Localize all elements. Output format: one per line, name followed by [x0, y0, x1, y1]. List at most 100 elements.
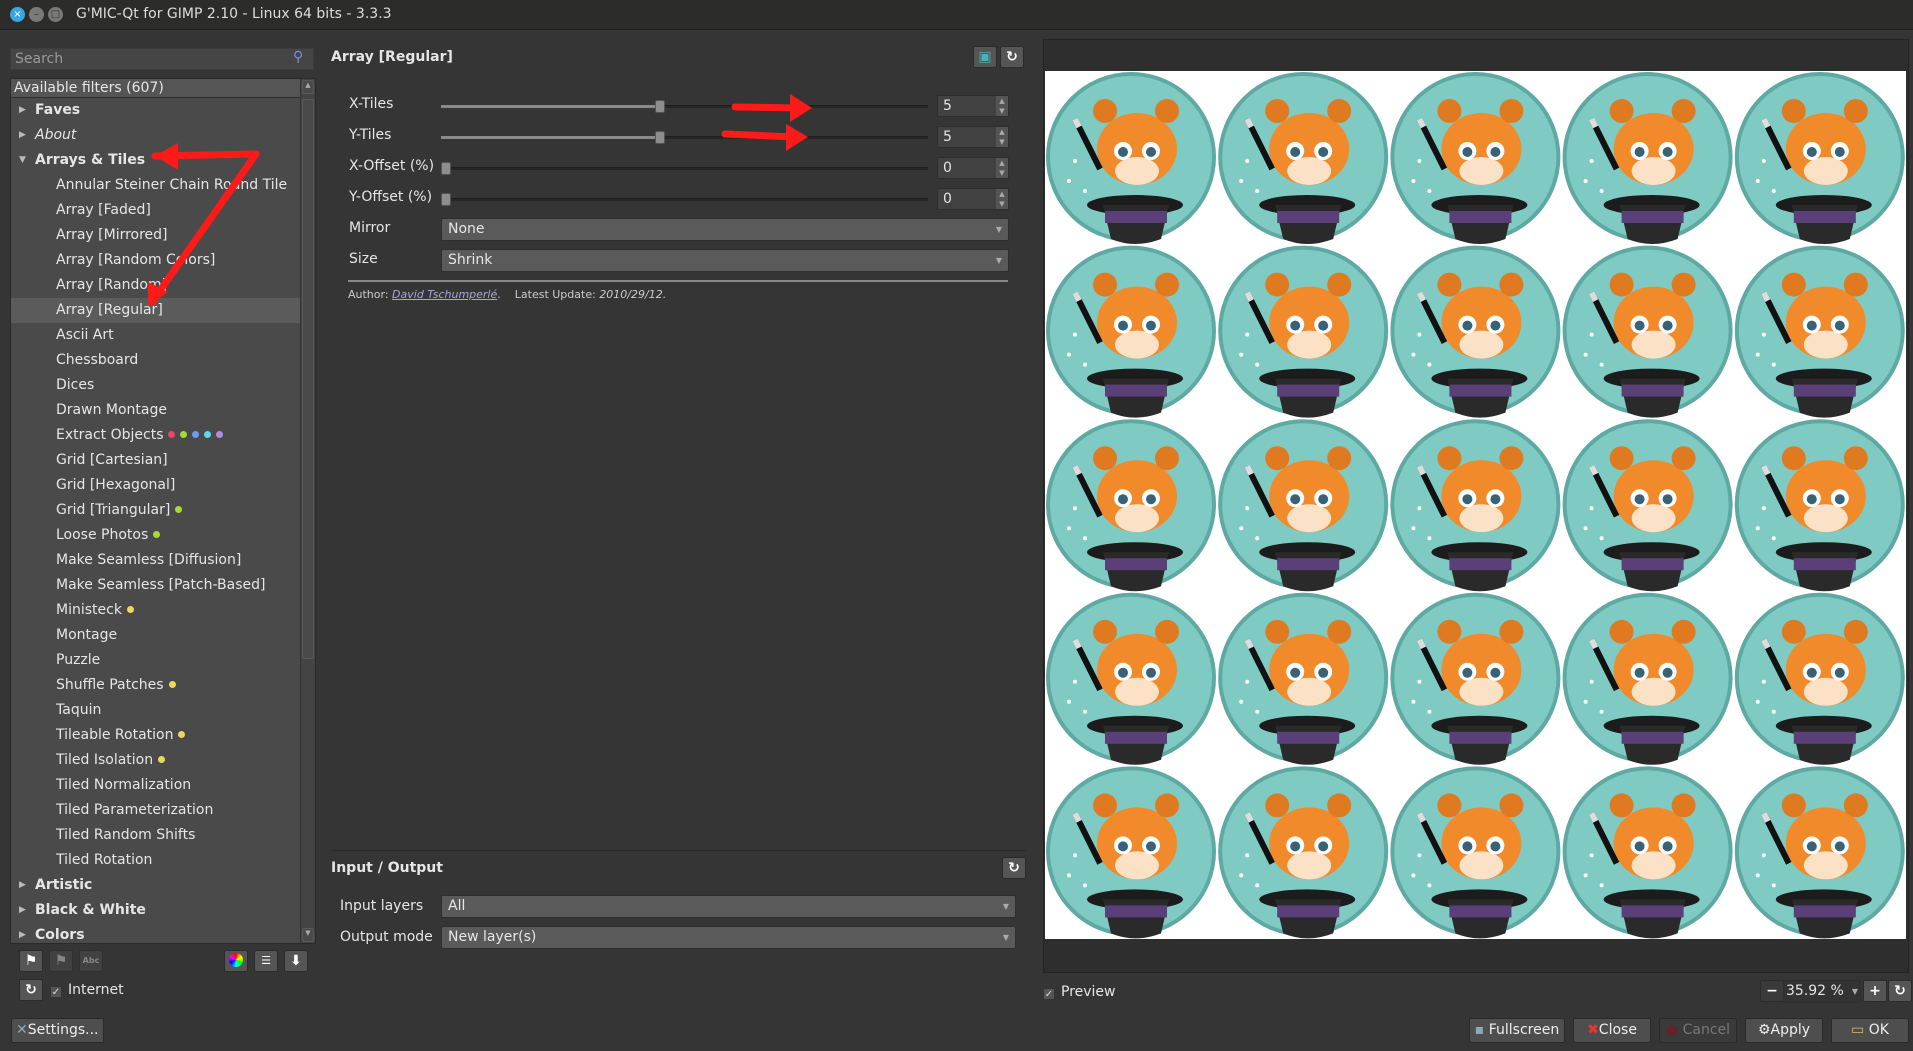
slider-track[interactable] — [441, 136, 928, 139]
tree-filter-item[interactable]: Dices — [11, 373, 301, 398]
tree-category[interactable]: ▶ Artistic — [11, 873, 301, 898]
tree-filter-item[interactable]: Chessboard — [11, 348, 301, 373]
reset-zoom-button[interactable]: ↻ — [1888, 980, 1912, 1002]
tree-filter-item[interactable]: Taquin — [11, 698, 301, 723]
checkbox-icon[interactable]: ✓ — [50, 986, 62, 998]
copy-to-clipboard-button[interactable]: ▣ — [973, 46, 997, 68]
collapsed-arrow-icon[interactable]: ▶ — [19, 130, 26, 140]
tree-filter-item[interactable]: Drawn Montage — [11, 398, 301, 423]
tree-category[interactable]: ▶ Faves — [11, 98, 301, 123]
item-label: Make Seamless [Diffusion] — [56, 552, 242, 568]
apply-button[interactable]: ⚙Apply — [1745, 1018, 1823, 1043]
value-spinbox[interactable]: 5 ▲ ▼ — [937, 95, 1009, 117]
tree-filter-item[interactable]: Tiled Rotation — [11, 848, 301, 873]
reset-parameters-button[interactable]: ↻ — [1000, 46, 1024, 68]
input-layers-select[interactable]: All ▼ — [441, 895, 1016, 918]
item-label: Arrays & Tiles — [35, 152, 146, 168]
tree-filter-item[interactable]: Array [Random] — [11, 273, 301, 298]
scroll-thumb[interactable] — [302, 99, 314, 659]
gear-icon: ⚙ — [1757, 1022, 1771, 1038]
preview-image[interactable] — [1045, 71, 1906, 939]
tree-filter-item[interactable]: Tiled Parameterization — [11, 798, 301, 823]
slider-handle[interactable] — [655, 100, 666, 113]
minimize-window-icon[interactable]: – — [29, 7, 44, 22]
slider-handle[interactable] — [441, 193, 451, 206]
expanded-arrow-icon[interactable]: ▼ — [19, 155, 26, 165]
output-mode-label: Output mode — [340, 929, 433, 945]
tree-filter-item[interactable]: Tileable Rotation — [11, 723, 301, 748]
tree-filter-item[interactable]: Tiled Random Shifts — [11, 823, 301, 848]
splitter[interactable] — [331, 850, 1026, 851]
color-wheel-button[interactable] — [224, 950, 248, 972]
slider-track[interactable] — [441, 167, 928, 170]
tree-filter-item[interactable]: Montage — [11, 623, 301, 648]
slider-track[interactable] — [441, 105, 928, 108]
value-spinbox[interactable]: 0 ▲ ▼ — [937, 188, 1009, 210]
search-input[interactable]: Search — [10, 48, 314, 70]
close-window-icon[interactable]: × — [10, 7, 25, 22]
download-icon[interactable]: ⬇ — [284, 950, 308, 972]
tree-filter-item[interactable]: Make Seamless [Diffusion] — [11, 548, 301, 573]
ok-button[interactable]: ▭ OK — [1831, 1018, 1909, 1043]
checkbox-icon[interactable]: ✓ — [1043, 988, 1055, 1000]
tree-filter-item[interactable]: Array [Mirrored] — [11, 223, 301, 248]
value-spinbox[interactable]: 0 ▲ ▼ — [937, 157, 1009, 179]
tree-filter-item[interactable]: Puzzle — [11, 648, 301, 673]
value-spinbox[interactable]: 5 ▲ ▼ — [937, 126, 1009, 148]
fullscreen-button[interactable]: ▪ Fullscreen — [1469, 1018, 1565, 1043]
tree-category[interactable]: ▶ Black & White — [11, 898, 301, 923]
slider-handle[interactable] — [655, 131, 666, 144]
tree-filter-item[interactable]: Array [Faded] — [11, 198, 301, 223]
tree-filter-item[interactable]: Array [Random Colors] — [11, 248, 301, 273]
tree-filter-item[interactable]: Make Seamless [Patch-Based] — [11, 573, 301, 598]
tree-filter-item[interactable]: Grid [Triangular] — [11, 498, 301, 523]
spin-arrows-icon[interactable]: ▲ ▼ — [996, 127, 1008, 147]
tree-category[interactable]: ▼ Arrays & Tiles — [11, 148, 301, 173]
tree-filter-item[interactable]: Tiled Normalization — [11, 773, 301, 798]
add-fave-button[interactable]: ⚑ — [19, 950, 43, 972]
refresh-filters-button[interactable]: ↻ — [19, 979, 43, 1001]
tree-filter-item[interactable]: Shuffle Patches — [11, 673, 301, 698]
internet-checkbox[interactable]: ✓ Internet — [50, 982, 124, 998]
spin-arrows-icon[interactable]: ▲ ▼ — [996, 158, 1008, 178]
tree-filter-item[interactable]: Extract Objects — [11, 423, 301, 448]
settings-button[interactable]: ✕Settings... — [11, 1018, 104, 1043]
collapsed-arrow-icon[interactable]: ▶ — [19, 105, 26, 115]
preview-checkbox[interactable]: ✓ Preview — [1043, 984, 1116, 1000]
remove-fave-button[interactable]: ⚑ — [49, 950, 73, 972]
item-label: Ministeck — [56, 602, 122, 618]
tree-category[interactable]: ▶ About — [11, 123, 301, 148]
collapsed-arrow-icon[interactable]: ▶ — [19, 905, 26, 915]
tree-filter-item[interactable]: Tiled Isolation — [11, 748, 301, 773]
tree-filter-item[interactable]: Array [Regular] — [11, 298, 301, 323]
tree-filter-item[interactable]: Grid [Cartesian] — [11, 448, 301, 473]
input-layers-label: Input layers — [340, 898, 424, 914]
tree-filter-item[interactable]: Ascii Art — [11, 323, 301, 348]
combo-select[interactable]: None ▼ — [441, 218, 1009, 241]
spin-arrows-icon[interactable]: ▲ ▼ — [996, 189, 1008, 209]
close-button[interactable]: ✖Close — [1573, 1018, 1651, 1043]
maximize-window-icon[interactable]: □ — [48, 7, 63, 22]
collapsed-arrow-icon[interactable]: ▶ — [19, 880, 26, 890]
tree-category[interactable]: ▶ Colors — [11, 923, 301, 943]
zoom-level-select[interactable]: 35.92 % ▼ — [1783, 980, 1861, 1003]
tree-filter-item[interactable]: Loose Photos — [11, 523, 301, 548]
cancel-button[interactable]: ● Cancel — [1659, 1018, 1737, 1043]
tree-filter-item[interactable]: Annular Steiner Chain Round Tile — [11, 173, 301, 198]
zoom-in-button[interactable]: + — [1863, 980, 1887, 1002]
author-link[interactable]: David Tschumperlé — [392, 288, 498, 301]
zoom-out-button[interactable]: − — [1760, 980, 1784, 1002]
slider-track[interactable] — [441, 198, 928, 201]
reset-io-button[interactable]: ↻ — [1002, 857, 1026, 879]
tree-scrollbar[interactable]: ▲ ▼ — [300, 79, 315, 943]
output-mode-select[interactable]: New layer(s) ▼ — [441, 926, 1016, 949]
rename-fave-button[interactable]: Abc — [79, 950, 103, 972]
combo-select[interactable]: Shrink ▼ — [441, 249, 1009, 272]
spin-arrows-icon[interactable]: ▲ ▼ — [996, 96, 1008, 116]
tree-filter-item[interactable]: Ministeck — [11, 598, 301, 623]
slider-handle[interactable] — [441, 162, 451, 175]
tag-dot-icon — [158, 756, 166, 763]
collapsed-arrow-icon[interactable]: ▶ — [19, 930, 26, 940]
visibility-list-button[interactable]: ☰ — [254, 950, 278, 972]
tree-filter-item[interactable]: Grid [Hexagonal] — [11, 473, 301, 498]
